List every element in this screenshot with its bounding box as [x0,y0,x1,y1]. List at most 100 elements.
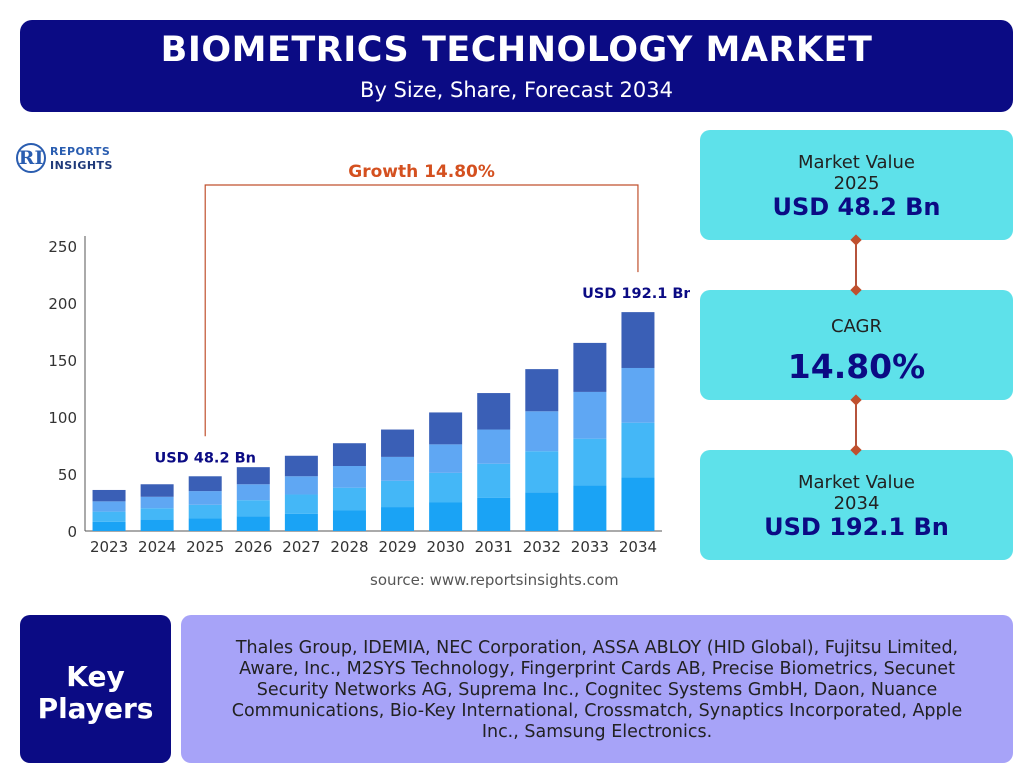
bar-segment [284,513,318,531]
market-value-2025-label: Market Value [797,152,916,173]
bar-segment [573,438,607,486]
x-tick-label: 2034 [619,538,657,556]
chart-axes: 0 50 100 150 200 250 2023 2024 2025 2026 2027 2028 2… [48,236,662,556]
bar-segment [236,467,270,485]
header-banner: BIOMETRICS TECHNOLOGY MARKET By Size, Sh… [20,20,1013,112]
x-tick-label: 2026 [234,538,272,556]
bar-segment [236,484,270,501]
bar-segment [236,516,270,531]
start-value-label: USD 48.2 Bn [154,450,256,466]
bar-segment [92,521,126,531]
x-tick-label: 2031 [475,538,513,556]
bar-segment [140,484,174,497]
bar-segment [381,456,415,481]
key-players-list-box: Thales Group, IDEMIA, NEC Corporation, A… [181,615,1013,763]
bar-segment [332,487,366,511]
bar-segment [284,476,318,495]
key-players-heading-box: Key Players [20,615,171,763]
stacked-bar-chart: 0 50 100 150 200 250 2023 2024 2025 2026 2027 2028 2… [48,162,690,556]
bar-segment [284,494,318,514]
bar-segment [429,502,463,531]
bar-segment [573,485,607,531]
card-connector-2 [855,400,857,450]
y-tick-label: 50 [58,466,77,484]
source-note: source: www.reportsinsights.com [370,571,619,589]
bar-segment [621,312,655,368]
chart-bars [92,312,655,531]
market-value-2034-card: Market Value 2034 USD 192.1 Bn [700,450,1013,560]
x-tick-label: 2033 [571,538,609,556]
bar-segment [92,511,126,522]
key-players-list: Thales Group, IDEMIA, NEC Corporation, A… [231,638,963,742]
y-tick-label: 100 [48,409,77,427]
x-tick-label: 2027 [282,538,320,556]
growth-label: Growth 14.80% [348,162,495,182]
bar-segment [429,412,463,445]
bar-segment [621,422,655,478]
bar-segment [525,369,559,412]
bar-segment [429,444,463,473]
bar-segment [236,500,270,517]
bar-segment [92,501,126,512]
logo-text-line2: INSIGHTS [50,159,113,172]
bar-segment [140,519,174,531]
bar-segment [525,411,559,452]
bar-segment [284,455,318,477]
page-subtitle: By Size, Share, Forecast 2034 [360,78,673,102]
cagr-value: 14.80% [787,347,926,386]
page-title: BIOMETRICS TECHNOLOGY MARKET [160,30,873,70]
y-tick-label: 200 [48,295,77,313]
market-value-2034-label: Market Value [797,472,916,493]
x-tick-label: 2023 [90,538,128,556]
bar-segment [188,504,222,519]
market-value-2034-year: 2034 [833,493,880,514]
cagr-card: CAGR 14.80% [700,290,1013,400]
bar-segment [140,508,174,520]
market-value-2025-year: 2025 [833,173,880,194]
bar-segment [525,492,559,531]
bar-segment [477,497,511,531]
bar-segment [525,451,559,493]
bar-segment [140,496,174,509]
key-players-title-line2: Players [37,692,154,725]
bar-segment [621,477,655,531]
bar-segment [188,476,222,492]
bar-segment [477,429,511,464]
x-tick-label: 2032 [523,538,561,556]
logo-text-line1: REPORTS [50,145,111,158]
end-value-label: USD 192.1 Bn [582,286,690,302]
key-players-title-line1: Key [66,660,125,693]
bar-segment [381,429,415,457]
bar-segment [573,391,607,439]
x-tick-label: 2030 [427,538,465,556]
market-value-2025-card: Market Value 2025 USD 48.2 Bn [700,130,1013,240]
market-value-2025-amount: USD 48.2 Bn [772,193,941,221]
bar-segment [92,489,126,502]
bar-segment [381,507,415,531]
bar-segment [332,443,366,467]
x-tick-label: 2028 [330,538,368,556]
bar-segment [621,367,655,423]
cagr-label: CAGR [830,316,883,337]
growth-bracket [204,184,639,437]
bar-segment [332,466,366,488]
x-tick-label: 2029 [378,538,416,556]
bar-segment [573,342,607,392]
market-value-2034-amount: USD 192.1 Bn [764,513,949,541]
bar-segment [188,491,222,505]
logo-mark: RI [16,143,46,173]
bar-segment [332,510,366,531]
bar-segment [429,472,463,503]
card-connector-1 [855,240,857,290]
bar-segment [477,463,511,498]
x-tick-label: 2024 [138,538,176,556]
y-tick-label: 250 [48,238,77,256]
brand-logo: RI REPORTS INSIGHTS [16,143,136,179]
y-tick-label: 150 [48,352,77,370]
y-tick-label: 0 [67,523,77,541]
x-tick-label: 2025 [186,538,224,556]
bar-segment [381,480,415,508]
bar-segment [477,393,511,430]
bar-segment [188,518,222,531]
chart-annotations: Growth 14.80% USD 48.2 Bn USD 192.1 Bn [154,162,690,466]
